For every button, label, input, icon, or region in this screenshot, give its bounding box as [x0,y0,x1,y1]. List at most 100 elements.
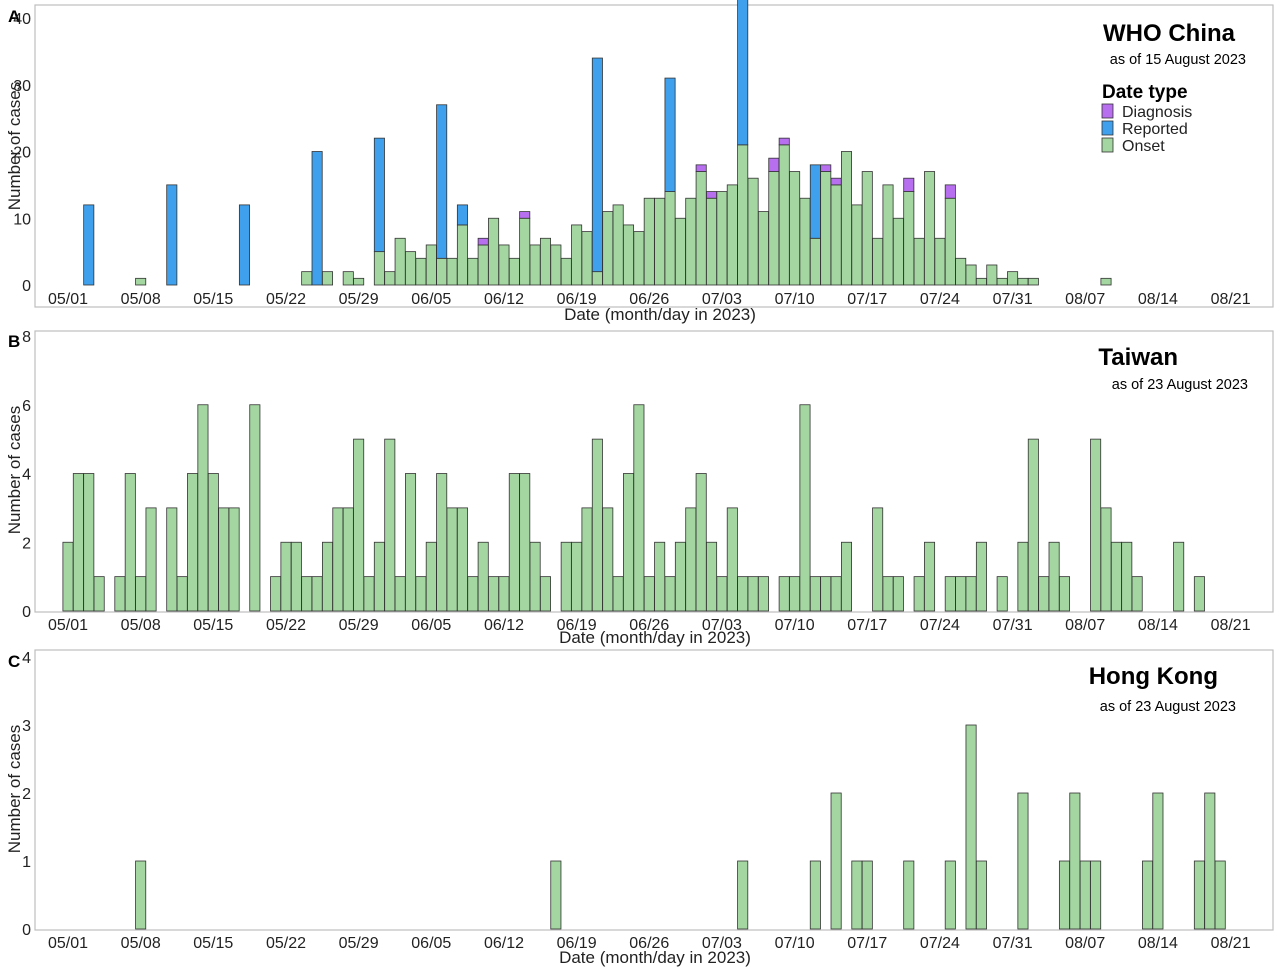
bar-onset-day-23 [301,271,313,286]
bar-onset-day-85 [944,197,956,286]
bar-onset-day-61 [695,473,707,612]
panel-c-y-axis-label: Number of cases [5,725,24,854]
bar-onset-day-59 [674,541,686,612]
x-tick-label: 05/29 [339,935,379,952]
x-tick-label: 08/07 [1065,291,1105,308]
panel-c-bars [135,724,1226,930]
bar-onset-day-57 [654,197,666,286]
panel-b-x-axis-label: Date (month/day in 2023) [559,628,751,647]
x-tick-label: 05/01 [48,291,88,308]
bar-onset-day-56 [643,197,655,286]
bar-onset-day-85 [944,576,956,612]
bar-onset-day-80 [892,217,904,286]
bar-onset-day-88 [975,860,987,930]
bar-onset-day-14 [207,473,219,612]
bar-diagnosis-day-74 [830,177,842,186]
bar-onset-day-15 [218,507,230,612]
x-tick-label: 08/14 [1138,291,1178,308]
x-tick-label: 06/12 [484,291,524,308]
x-tick-label: 07/17 [847,935,887,952]
bar-onset-day-72 [809,576,821,612]
bar-onset-day-74 [830,184,842,286]
bar-onset-day-10 [166,507,178,612]
x-tick-label: 07/31 [993,935,1033,952]
bar-onset-day-93 [1027,277,1039,286]
bar-onset-day-87 [965,576,977,612]
bar-onset-day-40 [477,541,489,612]
bar-onset-day-100 [1100,507,1112,612]
y-tick-label: 4 [22,650,31,667]
panel-b-taiwan: B Taiwan as of 23 August 2023 Number of … [5,329,1274,647]
bar-onset-day-50 [581,507,593,612]
bar-onset-day-35 [425,541,437,612]
bar-onset-day-95 [1048,541,1060,612]
panel-b-y-axis-label: Number of cases [5,406,24,535]
bar-onset-day-37 [446,257,458,286]
bar-onset-day-83 [924,171,936,286]
bar-onset-day-86 [955,257,967,286]
x-tick-label: 08/07 [1065,935,1105,952]
bar-diagnosis-day-40 [477,237,489,246]
bar-onset-day-71 [799,197,811,286]
bar-onset-day-41 [488,576,500,612]
bar-onset-day-78 [872,507,884,612]
x-tick-label: 07/31 [993,291,1033,308]
bar-onset-day-16 [228,507,240,612]
y-tick-label: 2 [22,786,31,803]
panel-a-letter: A [8,7,20,26]
bar-onset-day-8 [145,507,157,612]
bar-onset-day-36 [436,257,448,286]
bar-onset-day-33 [405,473,417,612]
bar-onset-day-55 [633,404,645,612]
bar-onset-day-42 [498,576,510,612]
bar-diagnosis-day-62 [706,191,718,199]
x-tick-label: 05/22 [266,291,306,308]
bar-onset-day-90 [996,277,1008,286]
panel-a-x-ticks: 05/01 05/08 05/15 05/22 05/29 06/05 06/12 06/19… [48,291,1251,308]
bar-onset-day-47 [550,244,562,286]
y-tick-label: 0 [22,922,31,939]
bar-onset-day-54 [623,473,635,612]
bar-onset-day-35 [425,244,437,286]
bar-onset-day-107 [1173,541,1185,612]
bar-onset-day-43 [508,473,520,612]
bar-onset-day-45 [529,541,541,612]
bar-onset-day-38 [456,224,468,286]
bar-onset-day-87 [965,724,977,930]
x-tick-label: 07/03 [702,935,742,952]
y-tick-label: 0 [22,604,31,621]
bar-onset-day-25 [321,541,333,612]
bar-onset-day-49 [571,541,583,612]
panel-a-bars [83,0,1112,286]
x-tick-label: 07/10 [775,617,815,634]
bar-onset-day-92 [1017,277,1029,286]
bar-onset-day-47 [550,860,562,930]
bar-onset-day-36 [436,473,448,612]
y-tick-label: 8 [22,329,31,346]
bar-onset-day-65 [737,576,749,612]
y-tick-label: 40 [13,11,31,28]
panel-c-title: Hong Kong [1089,663,1218,690]
x-tick-label: 08/07 [1065,617,1105,634]
bar-onset-day-71 [799,404,811,612]
bar-onset-day-60 [685,507,697,612]
panel-c-y-ticks: 0 1 2 3 4 [22,650,31,939]
bar-onset-day-98 [1079,860,1091,930]
x-tick-label: 06/19 [557,291,597,308]
x-tick-label: 05/29 [339,617,379,634]
x-tick-label: 05/08 [121,935,161,952]
bar-diagnosis-day-68 [768,157,780,172]
x-tick-label: 05/22 [266,935,306,952]
bar-onset-day-64 [726,507,738,612]
bar-onset-day-57 [654,541,666,612]
x-tick-label: 07/17 [847,291,887,308]
bar-onset-day-11 [176,576,188,612]
legend-label-onset: Onset [1122,138,1165,155]
y-tick-label: 1 [22,854,31,871]
bar-onset-day-102 [1121,541,1133,612]
bar-onset-day-78 [872,237,884,286]
bar-onset-day-75 [841,151,853,286]
legend-swatch-reported [1101,120,1114,136]
bar-onset-day-86 [955,576,967,612]
